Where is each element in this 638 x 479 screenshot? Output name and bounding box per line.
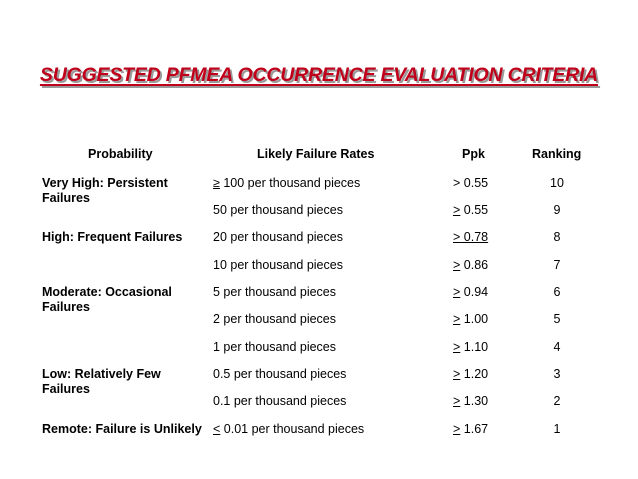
ppk-text: 1.10 [460, 340, 489, 354]
ge-symbol: > [453, 394, 461, 408]
rank-cell: 3 [553, 367, 561, 381]
ge-symbol: > [453, 367, 461, 381]
rate-text: 20 per thousand pieces [213, 230, 343, 244]
ppk-cell: > 1.20 [453, 367, 488, 382]
ge-symbol: > [453, 258, 461, 272]
ppk-text: 1.20 [460, 367, 489, 381]
ppk-text: 0.94 [460, 285, 489, 299]
probability-cell: Moderate: Occasional Failures [42, 285, 172, 314]
gt-symbol: > [453, 176, 461, 190]
rate-text: 2 per thousand pieces [213, 312, 337, 326]
ppk-cell: > 1.67 [453, 422, 488, 437]
header-probability: Probability [88, 147, 153, 161]
header-ppk: Ppk [462, 147, 485, 161]
le-symbol: < [213, 422, 221, 436]
ppk-text: 1.00 [460, 312, 489, 326]
ppk-cell: > 0.86 [453, 258, 488, 273]
rate-text: 50 per thousand pieces [213, 203, 343, 217]
rate-text: 0.01 per thousand pieces [220, 422, 365, 436]
header-ranking: Ranking [532, 147, 582, 161]
ge-symbol: > [453, 422, 461, 436]
ppk-text: 1.67 [460, 422, 489, 436]
rank-cell: 2 [553, 394, 561, 408]
ppk-cell: > 0.78 [453, 230, 488, 245]
ppk-text: 0.86 [460, 258, 489, 272]
ppk-cell: > 0.55 [453, 203, 488, 218]
ge-symbol: > [453, 312, 461, 326]
ge-symbol: > [453, 230, 461, 244]
ppk-text: 0.78 [460, 230, 489, 244]
ge-symbol: > [453, 340, 461, 354]
rate-cell: 10 per thousand pieces [213, 258, 343, 273]
ppk-text: 1.30 [460, 394, 489, 408]
rate-text: 0.1 per thousand pieces [213, 394, 347, 408]
ppk-cell: > 0.55 [453, 176, 488, 191]
rate-text: 5 per thousand pieces [213, 285, 337, 299]
ge-symbol: ≥ [213, 176, 220, 190]
ppk-cell: > 1.30 [453, 394, 488, 409]
rank-cell: 7 [553, 258, 561, 272]
ppk-text: 0.55 [460, 203, 489, 217]
rate-cell: 0.1 per thousand pieces [213, 394, 346, 409]
rank-cell: 10 [550, 176, 564, 190]
rank-cell: 1 [553, 422, 561, 436]
ppk-text: 0.55 [460, 176, 489, 190]
ge-symbol: > [453, 203, 461, 217]
rate-text: 10 per thousand pieces [213, 258, 343, 272]
rate-cell: 5 per thousand pieces [213, 285, 336, 300]
rate-cell: 50 per thousand pieces [213, 203, 343, 218]
header-failure-rates: Likely Failure Rates [257, 147, 375, 161]
probability-cell: High: Frequent Failures [42, 230, 183, 244]
rate-cell: < 0.01 per thousand pieces [213, 422, 364, 437]
rank-cell: 4 [553, 340, 561, 354]
rank-cell: 6 [553, 285, 561, 299]
rate-cell: ≥ 100 per thousand pieces [213, 176, 360, 191]
rank-cell: 5 [553, 312, 561, 326]
probability-cell: Remote: Failure is Unlikely [42, 422, 202, 436]
rank-cell: 9 [553, 203, 561, 217]
rank-cell: 8 [553, 230, 561, 244]
rate-cell: 20 per thousand pieces [213, 230, 343, 245]
rate-text: 0.5 per thousand pieces [213, 367, 347, 381]
ge-symbol: > [453, 285, 461, 299]
probability-cell: Very High: Persistent Failures [42, 176, 168, 205]
probability-cell: Low: Relatively Few Failures [42, 367, 161, 396]
ppk-cell: > 0.94 [453, 285, 488, 300]
rate-cell: 2 per thousand pieces [213, 312, 336, 327]
rate-cell: 0.5 per thousand pieces [213, 367, 346, 382]
rate-cell: 1 per thousand pieces [213, 340, 336, 355]
ppk-cell: > 1.00 [453, 312, 488, 327]
page-title: SUGGESTED PFMEA OCCURRENCE EVALUATION CR… [39, 64, 599, 86]
ppk-cell: > 1.10 [453, 340, 488, 355]
rate-text: 1 per thousand pieces [213, 340, 337, 354]
rate-text: 100 per thousand pieces [219, 176, 361, 190]
